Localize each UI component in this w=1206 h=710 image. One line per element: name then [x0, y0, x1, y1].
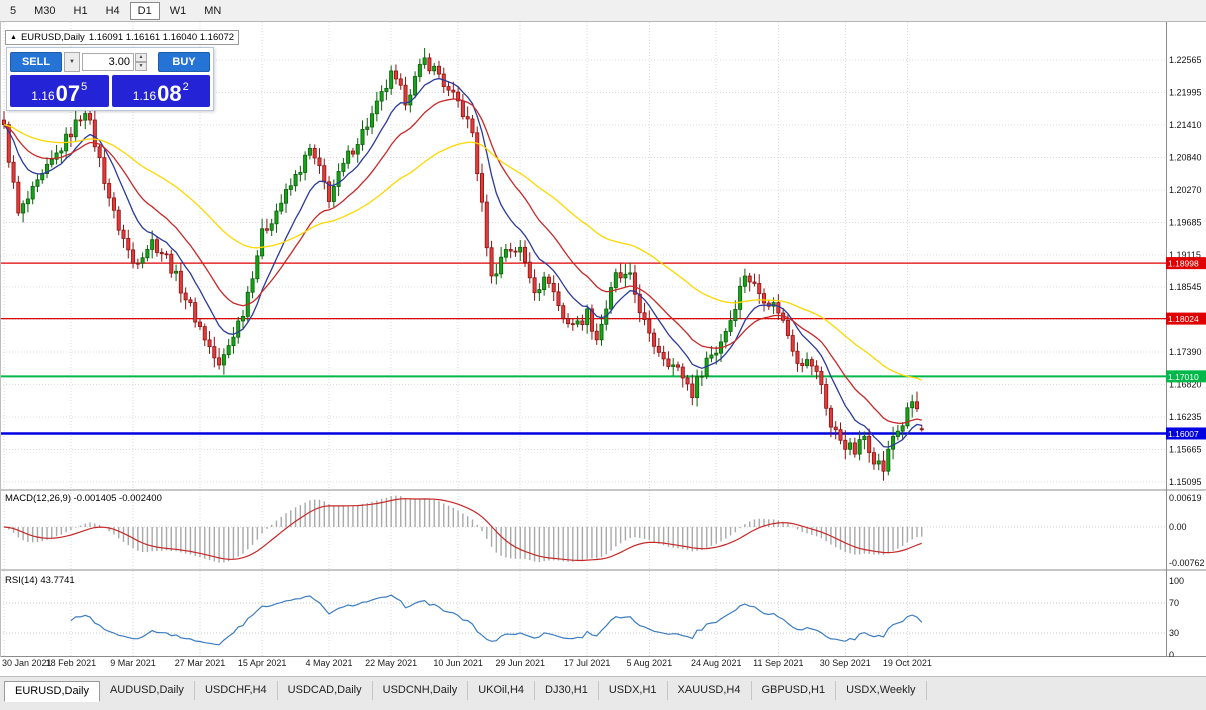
- date-axis-label: 27 Mar 2021: [174, 658, 226, 668]
- timeframe-button-m30[interactable]: M30: [26, 2, 63, 20]
- buy-price-point: 2: [182, 81, 189, 93]
- macd-indicator-label: MACD(12,26,9) -0.001405 -0.002400: [5, 493, 162, 504]
- date-axis: 30 Jan 2021 18 Feb 2021 9 Mar 2021 27 Mar 2…: [0, 658, 1206, 672]
- chart-tab-usdx-weekly[interactable]: USDX,Weekly: [836, 681, 927, 700]
- timeframe-toolbar: 5 M30 H1 H4 D1 W1 MN: [0, 0, 1206, 22]
- price-axis[interactable]: 1.22565 1.21995 1.21410 1.20840 1.20270 1.196…: [1166, 55, 1206, 657]
- chart-title-box: ▲ EURUSD,Daily 1.16091 1.16161 1.16040 1…: [5, 30, 240, 45]
- rsi-axis-label: 30: [1169, 628, 1179, 638]
- date-axis-label: 15 Apr 2021: [237, 658, 287, 668]
- buy-price-pips: 08: [157, 81, 182, 106]
- price-axis-label: 1.19685: [1169, 217, 1202, 227]
- chart-tab-bar: EURUSD,Daily AUDUSD,Daily USDCHF,H4 USDCAD,…: [0, 676, 1206, 710]
- date-axis-label: 4 May 2021: [305, 658, 353, 668]
- volume-down-icon[interactable]: ▼: [135, 61, 147, 71]
- volume-up-icon[interactable]: ▲: [135, 52, 147, 62]
- macd-signal-line: [3, 498, 922, 562]
- chart-tab-usdcnh-daily[interactable]: USDCNH,Daily: [373, 681, 469, 700]
- candlestick-series: [2, 47, 924, 481]
- chart-ohlc-values: 1.16091 1.16161 1.16040 1.16072: [88, 32, 235, 43]
- price-axis-label: 1.21995: [1169, 87, 1202, 97]
- chart-tab-dj30-h1[interactable]: DJ30,H1: [535, 681, 599, 700]
- one-click-trading-panel: SELL ▼ ▲ ▼ BUY 1.16 07 5 1.16 08 2: [6, 47, 214, 111]
- date-axis-label: 5 Aug 2021: [626, 658, 673, 668]
- date-axis-label: 30 Jan 2021: [2, 658, 52, 668]
- chart-symbol-label: EURUSD,Daily: [20, 32, 85, 43]
- timeframe-button-w1[interactable]: W1: [162, 2, 195, 20]
- price-axis-label: 1.18545: [1169, 282, 1202, 292]
- sell-price-display[interactable]: 1.16 07 5: [10, 75, 109, 107]
- rsi-axis-label: 70: [1169, 598, 1179, 608]
- buy-price-display[interactable]: 1.16 08 2: [111, 75, 210, 107]
- buy-price-big-figure: 1.16: [132, 89, 157, 103]
- chart-tab-ukoil-h4[interactable]: UKOil,H4: [468, 681, 536, 700]
- price-axis-label: 1.22565: [1169, 55, 1202, 65]
- pane-borders: [0, 22, 1206, 657]
- buy-button[interactable]: BUY: [158, 51, 210, 72]
- price-axis-label: 1.17390: [1169, 347, 1202, 357]
- chart-tab-usdcad-daily[interactable]: USDCAD,Daily: [278, 681, 373, 700]
- chart-tab-gbpusd-h1[interactable]: GBPUSD,H1: [752, 681, 837, 700]
- price-tag-label: 1.18024: [1168, 314, 1199, 324]
- chart-tab-xauusd-h4[interactable]: XAUUSD,H4: [668, 681, 752, 700]
- macd-axis-label: -0.00762: [1169, 558, 1205, 568]
- price-tag-label: 1.16007: [1168, 429, 1199, 439]
- timeframe-button-h1[interactable]: H1: [66, 2, 96, 20]
- volume-dropdown-icon[interactable]: ▼: [64, 51, 80, 72]
- date-axis-label: 29 Jun 2021: [495, 658, 546, 668]
- date-axis-label: 30 Sep 2021: [819, 658, 871, 668]
- price-axis-label: 1.16235: [1169, 412, 1202, 422]
- collapse-panel-icon[interactable]: ▲: [10, 34, 17, 41]
- price-axis-label: 1.15665: [1169, 445, 1202, 455]
- price-tag: [1166, 427, 1206, 440]
- sell-price-point: 5: [81, 81, 88, 93]
- price-axis-label: 1.16820: [1169, 380, 1202, 390]
- date-axis-label: 19 Oct 2021: [882, 658, 932, 668]
- price-tag: [1166, 312, 1206, 325]
- chart-tab-usdx-h1[interactable]: USDX,H1: [599, 681, 668, 700]
- volume-input[interactable]: [82, 52, 134, 71]
- volume-stepper: ▲ ▼: [135, 52, 147, 71]
- macd-histogram: [8, 495, 923, 563]
- macd-axis-label: 0.00619: [1169, 493, 1202, 503]
- price-tag: [1166, 370, 1206, 383]
- price-tag-label: 1.17010: [1168, 372, 1199, 382]
- grid: [0, 22, 1166, 657]
- sell-price-big-figure: 1.16: [31, 89, 55, 103]
- date-axis-label: 18 Feb 2021: [45, 658, 97, 668]
- price-axis-label: 1.19115: [1169, 250, 1201, 260]
- rsi-indicator-label: RSI(14) 43.7741: [5, 575, 75, 586]
- timeframe-button-5[interactable]: 5: [2, 2, 24, 20]
- rsi-axis-label: 0: [1169, 650, 1174, 657]
- date-axis-label: 9 Mar 2021: [110, 658, 156, 668]
- timeframe-button-d1[interactable]: D1: [129, 1, 160, 20]
- rsi-line: [70, 594, 923, 646]
- moving-average-lines: [3, 77, 923, 448]
- price-axis-label: 1.20270: [1169, 185, 1202, 195]
- horizontal-lines[interactable]: [0, 262, 1166, 435]
- price-tag-label: 1.18998: [1168, 259, 1199, 269]
- timeframe-button-h4[interactable]: H4: [98, 2, 128, 20]
- timeframe-button-mn[interactable]: MN: [196, 2, 229, 20]
- date-axis-label: 22 May 2021: [365, 658, 418, 668]
- rsi-axis-label: 100: [1169, 576, 1184, 586]
- price-axis-label: 1.21410: [1169, 120, 1202, 130]
- price-chart[interactable]: 1.22565 1.21995 1.21410 1.20840 1.20270 1.196…: [0, 22, 1206, 657]
- sell-button[interactable]: SELL: [10, 51, 62, 72]
- date-axis-label: 17 Jul 2021: [563, 658, 611, 668]
- chart-tab-eurusd-daily[interactable]: EURUSD,Daily: [4, 681, 100, 702]
- sell-price-pips: 07: [55, 81, 81, 106]
- date-axis-label: 10 Jun 2021: [433, 658, 483, 668]
- price-tag: [1166, 257, 1206, 270]
- date-axis-label: 11 Sep 2021: [753, 658, 804, 668]
- chart-tab-usdchf-h4[interactable]: USDCHF,H4: [195, 681, 278, 700]
- price-axis-label: 1.20840: [1169, 152, 1202, 162]
- price-axis-label: 1.15095: [1169, 477, 1202, 487]
- date-axis-label: 24 Aug 2021: [690, 658, 742, 668]
- macd-axis-label: 0.00: [1169, 522, 1187, 532]
- chart-tab-audusd-daily[interactable]: AUDUSD,Daily: [100, 681, 195, 700]
